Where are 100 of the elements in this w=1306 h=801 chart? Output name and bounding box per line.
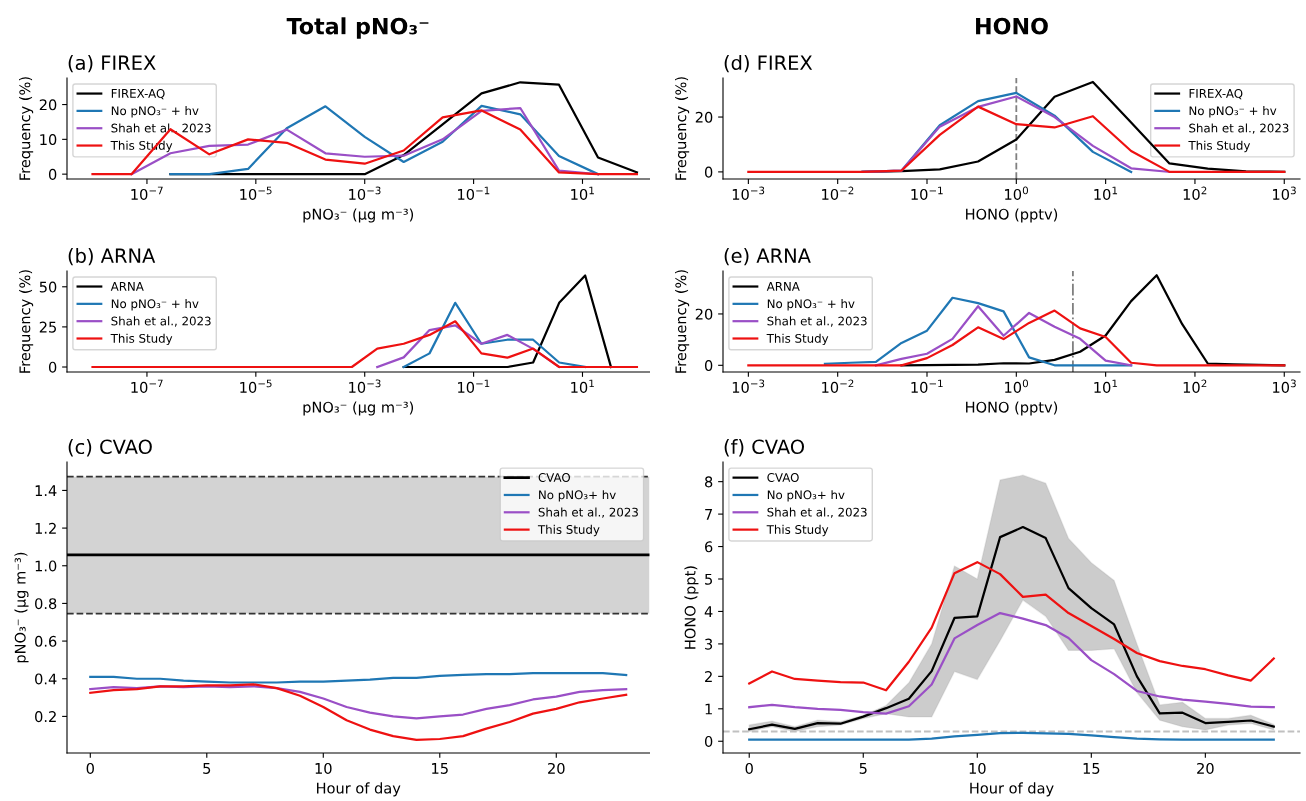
x-tick-label: 10$^{1}$	[571, 186, 594, 200]
x-axis-title: HONO (pptv)	[966, 208, 1058, 223]
line-series	[89, 671, 628, 684]
x-tick-label: 15	[432, 763, 448, 774]
y-axis-title: Frequency (%)	[675, 77, 690, 180]
legend-label: FIREX-AQ	[1189, 88, 1243, 100]
y-axis-title: Frequency (%)	[675, 270, 690, 373]
x-tick-label: 5	[859, 763, 867, 774]
x-tick-label: 10$^{−5}$	[240, 379, 272, 393]
x-tick-label: 10$^{3}$	[1273, 186, 1296, 200]
line-series	[748, 731, 1275, 741]
y-tick-label: 0.4	[35, 673, 57, 685]
x-tick-label: 20	[548, 762, 565, 774]
line-series	[748, 525, 1275, 731]
x-tick-label: 10$^{1}$	[571, 379, 594, 393]
x-tick-label: 10$^{−1}$	[911, 379, 943, 393]
x-tick-label: 10$^{−5}$	[240, 186, 272, 200]
y-axis-title: Frequency (%)	[19, 270, 34, 373]
x-tick-label: 10$^{1}$	[1094, 379, 1118, 393]
legend-label: No pNO₃⁻ + hv	[1189, 106, 1277, 118]
x-tick-label: 10$^{−7}$	[131, 186, 163, 200]
legend-label: This Study	[1188, 140, 1251, 153]
line-series	[747, 309, 1286, 367]
chart-title: (f) CVAO	[724, 439, 805, 457]
legend-label: Shah et al., 2023	[767, 316, 867, 327]
y-tick-label: 1	[705, 703, 712, 715]
x-tick-label: 10$^{−1}$	[911, 186, 943, 200]
x-tick-label: 10$^{1}$	[1094, 186, 1118, 200]
x-axis-title: Hour of day	[317, 782, 401, 797]
legend-label: Shah et al., 2023	[1189, 123, 1289, 134]
y-tick-label: 7	[705, 509, 713, 520]
x-axis-title: Hour of day	[970, 782, 1054, 797]
legend-label: No pNO₃+ hv	[539, 490, 616, 502]
y-tick-label: 0	[48, 361, 57, 373]
y-tick-label: 1.2	[35, 522, 56, 534]
x-tick-label: 10$^{−3}$	[732, 379, 765, 393]
x-axis-title: HONO (pptv)	[966, 401, 1058, 416]
y-tick-label: 25	[39, 321, 56, 333]
legend-label: This Study	[537, 524, 600, 537]
legend-label: No pNO₃⁻ + hv	[111, 106, 199, 118]
chart-title: (e) ARNA	[724, 247, 811, 266]
y-tick-label: 0.2	[35, 711, 56, 723]
x-tick-label: 10$^{−7}$	[131, 379, 163, 393]
x-tick-label: 10$^{−3}$	[349, 186, 381, 200]
x-tick-label: 10$^{2}$	[1183, 379, 1207, 393]
legend-label: FIREX-AQ	[111, 88, 165, 100]
x-tick-label: 10$^{−2}$	[822, 186, 854, 200]
legend-label: No pNO₃+ hv	[767, 490, 845, 502]
y-axis-title: Frequency (%)	[19, 77, 34, 180]
y-tick-label: 20	[695, 308, 713, 320]
x-tick-label: 10	[315, 762, 332, 774]
legend-label: ARNA	[110, 282, 144, 291]
line-series	[89, 683, 628, 742]
y-tick-label: 1.0	[35, 560, 57, 572]
y-tick-label: 1.4	[35, 485, 57, 496]
y-tick-label: 0	[704, 360, 713, 372]
y-tick-label: 2	[705, 671, 712, 682]
x-tick-label: 10$^{2}$	[1183, 186, 1207, 200]
x-tick-label: 0	[745, 762, 753, 774]
legend-label: No pNO₃⁻ + hv	[767, 299, 855, 311]
y-tick-label: 0	[704, 166, 713, 178]
x-tick-label: 5	[203, 763, 211, 774]
x-tick-label: 10	[969, 762, 986, 774]
chart-title: Total pNO₃⁻	[286, 17, 429, 39]
x-tick-label: 15	[1083, 763, 1100, 774]
line-series	[748, 611, 1275, 715]
x-axis-title: pNO₃⁻ (μg m⁻³)	[303, 401, 414, 416]
x-tick-label: 10$^{−3}$	[349, 379, 381, 393]
y-tick-label: 20	[695, 111, 713, 123]
x-tick-label: 10$^{0}$	[1005, 379, 1028, 393]
y-tick-label: 3	[705, 638, 713, 650]
x-tick-label: 10$^{−2}$	[822, 379, 854, 393]
legend-label: CVAO	[538, 473, 571, 482]
chart-subtitle: (a) FIREX	[68, 55, 156, 73]
x-tick-label: 10$^{0}$	[1005, 186, 1028, 200]
chart-title: (b) ARNA	[68, 247, 156, 266]
x-axis-title: pNO₃⁻ (μg m⁻³)	[303, 208, 414, 223]
y-tick-label: 50	[39, 281, 57, 293]
y-tick-label: 8	[704, 476, 713, 488]
legend-label: Shah et al., 2023	[111, 316, 211, 327]
y-tick-label: 5	[705, 573, 713, 585]
y-tick-label: 0	[704, 735, 713, 748]
legend-label: Shah et al., 2023	[538, 507, 638, 518]
y-tick-label: 10	[40, 134, 57, 146]
y-tick-label: 20	[39, 99, 57, 111]
legend-label: No pNO₃⁻ + hv	[111, 299, 199, 311]
y-axis-title: HONO (ppt)	[684, 566, 699, 649]
line-series	[89, 685, 628, 720]
y-tick-label: 4	[704, 606, 713, 617]
legend-label: CVAO	[767, 473, 799, 482]
legend-label: ARNA	[766, 282, 800, 291]
x-tick-label: 10$^{−3}$	[732, 186, 765, 200]
y-tick-label: 0.8	[35, 598, 57, 610]
x-tick-label: 10$^{−1}$	[458, 186, 490, 200]
chart-subtitle: (d) FIREX	[724, 54, 813, 73]
legend-label: This Study	[766, 333, 829, 346]
y-tick-label: 0	[48, 168, 57, 180]
chart-title: HONO	[976, 17, 1048, 35]
x-tick-label: 0	[86, 762, 94, 774]
legend-label: This Study	[110, 333, 173, 346]
